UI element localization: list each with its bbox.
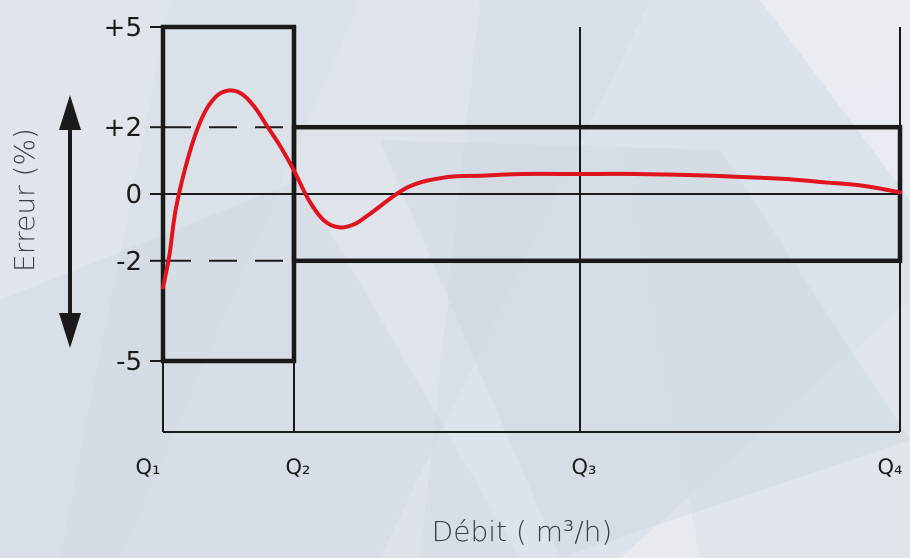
- x-tick-label: Q₄: [878, 455, 903, 479]
- error-curve-layer: [161, 88, 902, 290]
- background-shape-6: [760, 0, 910, 200]
- x-tick-label: Q₃: [572, 455, 597, 479]
- y-tick-labels: +5 +2 0 -2 -5: [104, 13, 142, 377]
- y-tick-label: +5: [104, 13, 142, 43]
- x-tick-label: Q₁: [136, 455, 161, 479]
- y-tick-label: -2: [116, 247, 142, 277]
- y-tick-label: 0: [125, 180, 142, 210]
- background-shape-4: [0, 180, 520, 558]
- x-axis-title: Débit ( m³/h): [432, 515, 613, 548]
- y-tick-label: +2: [104, 113, 142, 143]
- background-shape-1: [60, 0, 650, 558]
- x-tick-label: Q₂: [286, 455, 311, 479]
- error-curve: [161, 88, 902, 290]
- y-axis-arrow: [59, 95, 81, 348]
- y-tick-label: -5: [116, 347, 142, 377]
- y-axis-title: Erreur (%): [8, 128, 41, 272]
- background-shape-0: [0, 0, 360, 558]
- x-tick-labels: Q₁ Q₂ Q₃ Q₄: [136, 455, 903, 479]
- background-shape-5: [380, 140, 910, 558]
- background-shape-3: [620, 80, 910, 558]
